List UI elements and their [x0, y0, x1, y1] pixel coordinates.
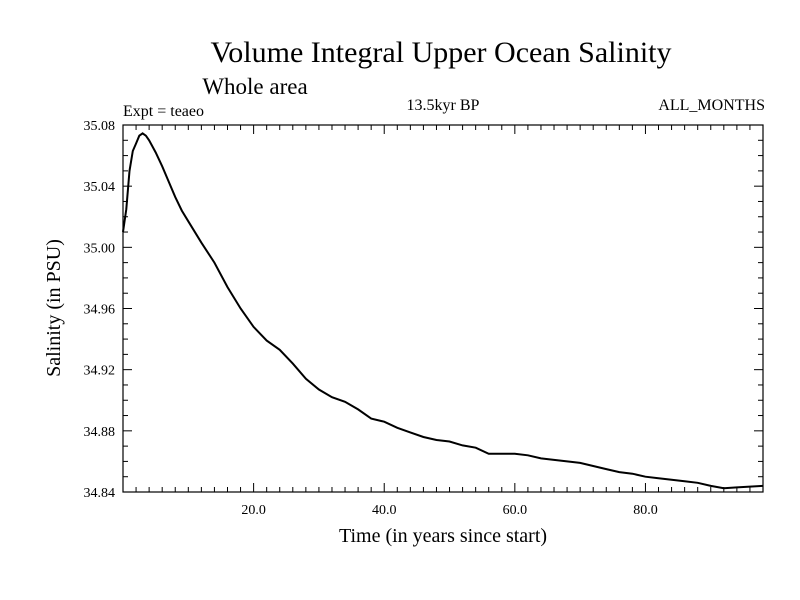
y-axis-label: Salinity (in PSU) [43, 239, 65, 377]
experiment-label: Expt = teaeo [123, 103, 204, 120]
x-tick-label: 80.0 [633, 503, 658, 518]
chart-title: Volume Integral Upper Ocean Salinity [211, 36, 672, 69]
plot-frame [122, 124, 764, 493]
x-axis-label: Time (in years since start) [339, 525, 547, 547]
x-axis: 20.0 40.0 60.0 80.0 [135, 125, 751, 518]
y-tick-label: 34.96 [84, 303, 116, 318]
x-tick-label: 40.0 [372, 503, 397, 518]
salinity-series-line [122, 132, 764, 490]
y-tick-label: 34.92 [84, 364, 116, 379]
y-tick-label: 35.04 [84, 180, 116, 195]
y-tick-label: 35.00 [84, 241, 116, 256]
months-label: ALL_MONTHS [658, 97, 765, 114]
y-tick-label: 35.08 [84, 119, 116, 134]
x-tick-label: 20.0 [241, 503, 266, 518]
period-label: 13.5kyr BP [407, 97, 480, 114]
chart-subtitle: Whole area [202, 74, 307, 99]
y-tick-label: 34.84 [84, 486, 116, 501]
y-tick-label: 34.88 [84, 425, 116, 440]
y-axis: 34.84 34.88 34.92 34.96 35.00 35.04 35.08 [84, 119, 763, 501]
x-tick-label: 60.0 [503, 503, 528, 518]
